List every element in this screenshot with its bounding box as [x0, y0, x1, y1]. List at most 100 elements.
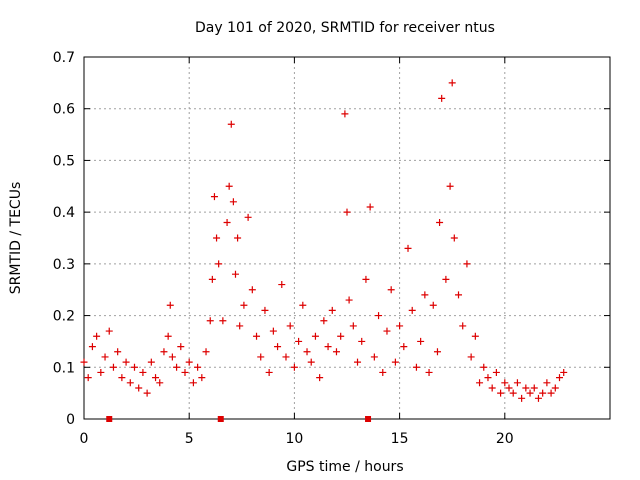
- data-point: [311, 332, 319, 340]
- data-point: [337, 332, 345, 340]
- data-point: [126, 379, 134, 387]
- data-point: [436, 218, 444, 226]
- data-point: [307, 358, 315, 366]
- data-point: [84, 374, 92, 382]
- data-point: [225, 182, 233, 190]
- data-point: [101, 353, 109, 361]
- data-point: [383, 327, 391, 335]
- data-point: [229, 198, 237, 206]
- data-point: [518, 394, 526, 402]
- data-point: [231, 270, 239, 278]
- data-point: [530, 384, 538, 392]
- data-point: [198, 374, 206, 382]
- x-tick-label: 20: [496, 431, 514, 447]
- data-point: [459, 322, 467, 330]
- y-tick-label: 0.3: [53, 257, 75, 273]
- data-point: [332, 348, 340, 356]
- chart-title: Day 101 of 2020, SRMTID for receiver ntu…: [195, 20, 495, 36]
- data-point: [526, 389, 534, 397]
- data-point: [248, 286, 256, 294]
- data-point: [446, 182, 454, 190]
- y-tick-label: 0.2: [53, 309, 75, 325]
- data-point: [219, 317, 227, 325]
- data-point: [484, 374, 492, 382]
- data-point: [358, 337, 366, 345]
- data-point: [505, 384, 513, 392]
- data-point: [320, 317, 328, 325]
- data-point: [556, 374, 564, 382]
- data-point: [396, 322, 404, 330]
- data-point: [412, 363, 420, 371]
- data-point: [471, 332, 479, 340]
- data-point: [501, 379, 509, 387]
- data-point: [324, 343, 332, 351]
- data-point: [534, 394, 542, 402]
- grid: [84, 57, 610, 419]
- data-point: [345, 296, 353, 304]
- plot-frame: [83, 56, 611, 420]
- data-point: [234, 234, 242, 242]
- x-axis-label: GPS time / hours: [286, 459, 403, 475]
- data-point: [343, 208, 351, 216]
- x-tick-label: 5: [185, 431, 194, 447]
- x-tick-label: 15: [391, 431, 409, 447]
- y-tick-label: 0.1: [53, 360, 75, 376]
- data-point: [80, 358, 88, 366]
- data-point: [265, 368, 273, 376]
- data-point: [290, 363, 298, 371]
- axis-marker: [365, 416, 372, 422]
- data-point: [135, 384, 143, 392]
- data-point: [189, 379, 197, 387]
- data-point: [448, 79, 456, 87]
- data-point: [328, 306, 336, 314]
- x-tick-label: 10: [285, 431, 303, 447]
- data-point: [522, 384, 530, 392]
- data-point: [223, 218, 231, 226]
- data-point: [480, 363, 488, 371]
- data-point: [168, 353, 176, 361]
- data-point: [509, 389, 517, 397]
- data-point: [257, 353, 265, 361]
- data-point: [244, 213, 252, 221]
- data-point: [210, 193, 218, 201]
- data-point: [488, 384, 496, 392]
- data-point: [147, 358, 155, 366]
- data-point: [442, 275, 450, 283]
- axis-marker: [106, 416, 113, 422]
- data-point: [166, 301, 174, 309]
- data-point: [88, 343, 96, 351]
- data-point: [547, 389, 555, 397]
- data-point: [366, 203, 374, 211]
- data-point: [316, 374, 324, 382]
- data-points: [80, 79, 568, 402]
- data-point: [164, 332, 172, 340]
- data-point: [152, 374, 160, 382]
- data-point: [408, 306, 416, 314]
- data-point: [109, 363, 117, 371]
- data-point: [433, 348, 441, 356]
- y-tick-label: 0.7: [53, 50, 75, 66]
- data-point: [105, 327, 113, 335]
- axis-ticks: 0 0.1 0.2 0.3 0.4 0.5 0.6 0.7 0 5 10 15 20: [53, 50, 610, 447]
- data-point: [227, 120, 235, 128]
- data-point: [253, 332, 261, 340]
- data-point: [139, 368, 147, 376]
- data-point: [208, 275, 216, 283]
- data-point: [551, 384, 559, 392]
- data-point: [240, 301, 248, 309]
- data-point: [160, 348, 168, 356]
- data-point: [97, 368, 105, 376]
- data-point: [143, 389, 151, 397]
- data-point: [269, 327, 277, 335]
- data-point: [417, 337, 425, 345]
- data-point: [349, 322, 357, 330]
- data-point: [476, 379, 484, 387]
- data-point: [274, 343, 282, 351]
- data-point: [156, 379, 164, 387]
- data-point: [362, 275, 370, 283]
- data-point: [354, 358, 362, 366]
- data-point: [387, 286, 395, 294]
- data-point: [543, 379, 551, 387]
- data-point: [455, 291, 463, 299]
- data-point: [130, 363, 138, 371]
